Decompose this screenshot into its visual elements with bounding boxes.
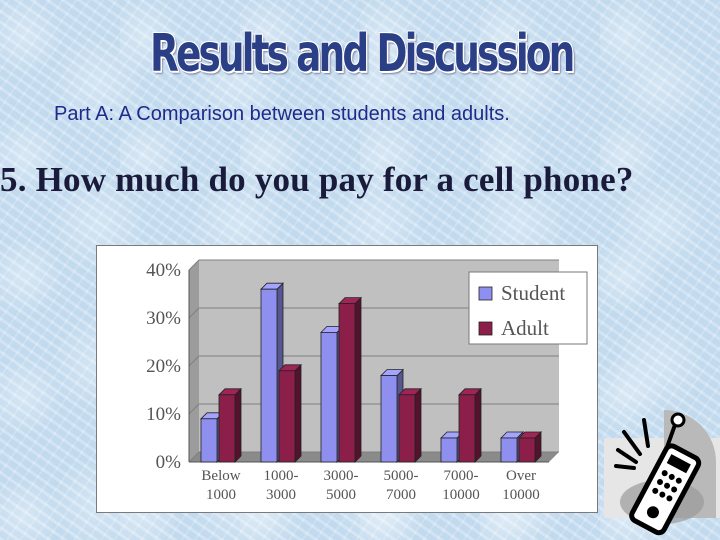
x-tick-label: 10000: [502, 487, 540, 503]
bar-student: [440, 437, 458, 463]
bar-adult: [458, 394, 476, 463]
x-tick-label: 5000: [326, 487, 356, 503]
legend-label-student: Student: [501, 281, 565, 305]
remote-control-icon: [604, 410, 720, 536]
x-tick-label: 3000: [266, 487, 296, 503]
legend-label-adult: Adult: [501, 316, 549, 340]
x-tick-label: Over: [506, 468, 536, 484]
gridline: [188, 403, 559, 415]
y-tick-label: 40%: [146, 260, 181, 281]
bar-adult: [518, 437, 536, 463]
legend-swatch-student: [478, 286, 493, 301]
bar-side: [294, 363, 302, 463]
legend-swatch-adult: [478, 321, 493, 336]
gridline: [188, 259, 559, 271]
bar-side: [234, 387, 242, 463]
x-tick-label: Below: [201, 468, 240, 484]
x-tick-label: 7000-: [444, 468, 479, 484]
question-heading: 5. How much do you pay for a cell phone?: [0, 160, 634, 199]
y-tick-label: 20%: [146, 356, 181, 377]
bar-chart: 0% 10% 20% 30% 40% Below 1000 1000- 3000 3000- 500…: [146, 259, 588, 503]
bar-adult: [398, 394, 416, 463]
x-tick-label: 1000-: [264, 468, 299, 484]
x-tick-label: 7000: [386, 487, 416, 503]
bar-side: [474, 387, 482, 463]
y-tick-label: 10%: [146, 404, 181, 425]
bar-student: [320, 332, 338, 463]
y-tick-label: 0%: [156, 452, 182, 473]
slide-title: Results and Discussion: [150, 24, 575, 84]
x-tick-label: 10000: [442, 487, 480, 503]
bar-adult: [218, 394, 236, 463]
bar-side: [414, 387, 422, 463]
x-tick-label: 5000-: [384, 468, 419, 484]
bar-student: [380, 375, 398, 463]
gridline: [188, 307, 559, 319]
y-tick-label: 30%: [146, 308, 181, 329]
bar-student: [260, 288, 278, 463]
x-tick-label: 1000: [206, 487, 236, 503]
bar-adult: [338, 303, 356, 463]
bar-adult: [278, 370, 296, 463]
bar-side: [354, 296, 362, 463]
gridline: [188, 355, 559, 367]
bar-student: [500, 437, 518, 463]
chart-frame: 0% 10% 20% 30% 40% Below 1000 1000- 3000 3000- 500…: [96, 245, 598, 513]
gridline: [188, 451, 559, 463]
bar-student: [200, 418, 218, 463]
slide-subtitle: Part A: A Comparison between students an…: [54, 103, 510, 125]
x-tick-label: 3000-: [324, 468, 359, 484]
